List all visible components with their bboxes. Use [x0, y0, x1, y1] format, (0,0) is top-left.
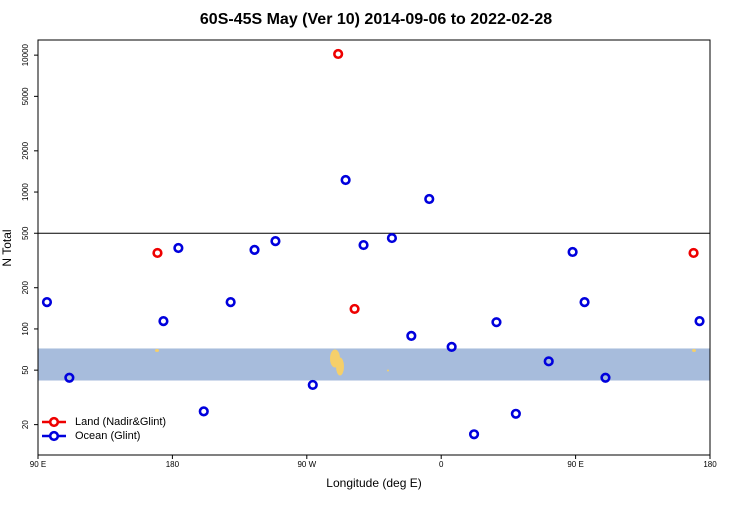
land-shape: [387, 369, 389, 372]
legend-marker: [48, 416, 60, 428]
point: [249, 244, 260, 255]
y-tick-label: 100: [21, 322, 30, 336]
point: [225, 297, 236, 308]
land-shape: [692, 348, 696, 352]
y-tick-label: 500: [21, 226, 30, 240]
point: [349, 303, 360, 315]
y-tick-label: 5000: [21, 87, 30, 105]
point: [510, 408, 521, 419]
point: [152, 247, 163, 259]
point: [567, 246, 578, 258]
point: [491, 317, 502, 328]
band: [38, 348, 710, 381]
y-tick-label: 50: [21, 365, 30, 374]
x-tick-label: 90 E: [30, 460, 46, 469]
y-tick-label: 10000: [21, 43, 30, 66]
point: [543, 356, 554, 367]
point: [694, 316, 705, 327]
point: [386, 232, 398, 244]
x-tick-label: 90 W: [297, 460, 316, 469]
x-tick-label: 90 E: [567, 460, 583, 469]
y-tick-label: 20: [21, 420, 30, 429]
legend-marker: [48, 430, 60, 442]
y-tick-label: 200: [21, 281, 30, 295]
plot-frame: [37, 39, 711, 456]
point: [158, 316, 169, 327]
point: [688, 247, 699, 259]
point: [307, 379, 318, 391]
point: [41, 297, 53, 308]
point: [358, 239, 369, 251]
point: [406, 330, 417, 341]
point: [579, 297, 590, 308]
point: [468, 429, 480, 440]
y-tick-label: 2000: [21, 141, 30, 159]
point: [64, 372, 75, 383]
legend-label: Land (Nadir&Glint): [75, 416, 166, 428]
legend-label: Ocean (Glint): [75, 430, 140, 442]
y-tick-label: 1000: [21, 183, 30, 201]
chart-title: 60S-45S May (Ver 10) 2014-09-06 to 2022-…: [200, 11, 552, 28]
land-shape: [155, 348, 159, 352]
point: [333, 48, 344, 60]
x-tick-label: 180: [166, 460, 180, 469]
x-tick-label: 0: [439, 460, 444, 469]
land-shape: [336, 357, 344, 376]
point: [424, 193, 435, 205]
point: [446, 341, 457, 352]
y-axis-label: N Total: [0, 229, 14, 266]
point: [198, 406, 209, 417]
point: [340, 174, 351, 186]
x-tick-label: 180: [703, 460, 717, 469]
x-axis-label: Longitude (deg E): [326, 476, 421, 490]
point: [600, 372, 611, 383]
point: [270, 236, 281, 247]
point: [173, 242, 184, 254]
